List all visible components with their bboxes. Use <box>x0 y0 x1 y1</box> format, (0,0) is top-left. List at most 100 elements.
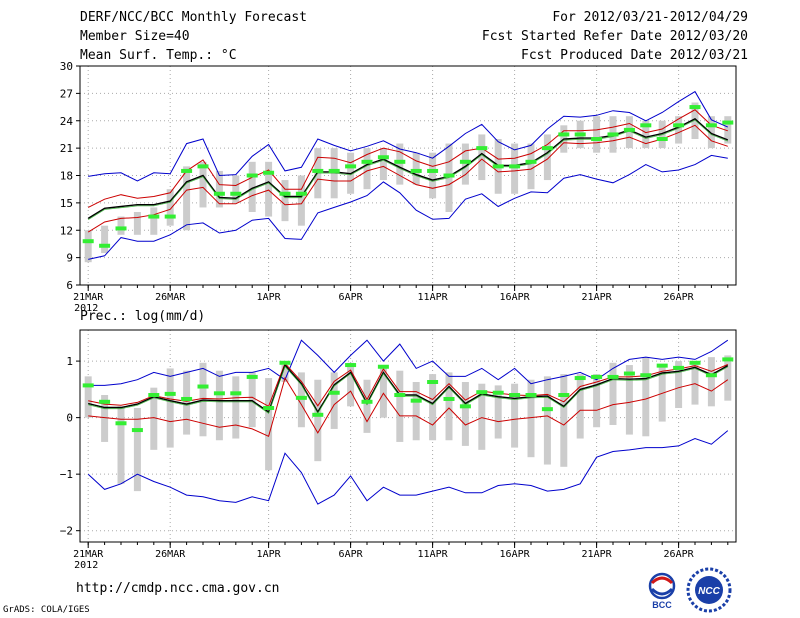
temp-ylabel-0: 6 <box>66 279 73 292</box>
prec-range-box-12 <box>265 378 273 471</box>
temp-range-box-34 <box>625 116 633 149</box>
temp-q25-line <box>87 124 728 233</box>
prec-mark-1 <box>82 383 94 388</box>
temp-xlabel-6: 21APR <box>582 292 613 303</box>
temp-panel-lines <box>87 90 729 260</box>
temp-mark-39 <box>705 123 717 128</box>
temp-ylabel-3: 15 <box>60 197 73 210</box>
temp-xlabel-5: 16APR <box>500 292 531 303</box>
temp-range-box-22 <box>429 152 437 199</box>
temp-mark-12 <box>263 170 275 175</box>
temp-mark-9 <box>213 191 225 196</box>
prec-q75-line <box>88 362 728 408</box>
temp-panel-marks <box>82 105 734 248</box>
prec-mark-9 <box>213 391 225 396</box>
grads-credit: GrADS: COLA/IGES <box>3 605 90 615</box>
temp-range-box-4 <box>133 212 141 235</box>
temp-range-box-19 <box>379 148 387 181</box>
prec-range-box-3 <box>117 406 125 484</box>
temp-mark-1 <box>82 239 94 244</box>
temp-mark-2 <box>99 243 111 248</box>
temp-panel-grid <box>80 66 736 285</box>
temp-xlabel-2: 1APR <box>257 292 282 303</box>
prec-frame <box>79 329 737 543</box>
temp-range-box-27 <box>511 143 519 194</box>
temp-range-box-2 <box>101 225 109 254</box>
prec-range-box-9 <box>215 370 223 441</box>
temp-mark-25 <box>476 146 488 151</box>
prec-max-line <box>88 339 729 386</box>
prec-range-box-6 <box>166 368 174 448</box>
prec-mark-36 <box>656 363 668 368</box>
temp-range-box-5 <box>150 207 158 235</box>
footer-url: http://cmdp.ncc.cma.gov.cn <box>76 581 280 596</box>
temp-range-box-38 <box>691 102 699 139</box>
temp-ylabel-5: 21 <box>60 142 73 155</box>
prec-range-box-20 <box>396 370 404 442</box>
temp-range-box-24 <box>461 143 469 185</box>
prec-ylabel-0: −2 <box>60 525 73 538</box>
prec-range-box-10 <box>232 376 240 439</box>
prec-mark-26 <box>492 390 504 395</box>
prec-panel-grid <box>80 330 736 542</box>
prec-xlabel-7: 26APR <box>664 549 695 560</box>
prec-xlabel-6: 21APR <box>582 549 613 560</box>
prec-mark-28 <box>525 393 537 398</box>
prec-mark-32 <box>591 374 603 379</box>
prec-ylabel-1: −1 <box>60 468 73 481</box>
prec-xlabel-5: 16APR <box>500 549 531 560</box>
temp-mark-37 <box>673 123 685 128</box>
prec-range-box-23 <box>445 372 453 441</box>
temp-mark-34 <box>623 127 635 132</box>
prec-xlabel-3: 6APR <box>339 549 364 560</box>
prec-range-box-35 <box>642 357 650 437</box>
temp-mark-16 <box>328 168 340 173</box>
prec-range-box-21 <box>412 382 420 441</box>
prec-xlabel-1: 26MAR <box>155 549 186 560</box>
temp-range-box-40 <box>724 116 732 144</box>
prec-mark-29 <box>541 407 553 412</box>
temp-mark-23 <box>443 173 455 178</box>
temp-ylabel-1: 9 <box>66 252 73 265</box>
temp-mark-11 <box>246 173 258 178</box>
prec-panel-title: Prec.: log(mm/d) <box>80 309 206 324</box>
temp-mark-28 <box>525 159 537 164</box>
temp-range-box-3 <box>117 216 125 235</box>
prec-year-label: 2012 <box>74 560 98 571</box>
temp-mark-33 <box>607 132 619 137</box>
prec-mark-22 <box>427 380 439 385</box>
temp-range-box-14 <box>297 175 305 226</box>
temp-mark-40 <box>722 120 734 125</box>
temp-mark-32 <box>591 137 603 141</box>
prec-range-box-7 <box>183 370 191 435</box>
prec-range-box-17 <box>347 362 355 407</box>
prec-mark-27 <box>509 393 521 398</box>
temp-mark-17 <box>345 164 357 169</box>
prec-range-box-13 <box>281 365 289 383</box>
temp-range-box-12 <box>265 161 273 217</box>
temp-mark-3 <box>115 226 127 231</box>
temp-ylabel-2: 12 <box>60 224 73 237</box>
bcc-logo: BCC <box>648 572 676 610</box>
temp-mark-20 <box>394 159 406 164</box>
prec-mark-8 <box>197 384 209 389</box>
temp-range-box-9 <box>215 170 223 208</box>
prec-range-box-22 <box>429 374 437 441</box>
temp-range-box-8 <box>199 161 207 208</box>
temp-mark-30 <box>558 132 570 137</box>
ncc-logo-text: NCC <box>698 586 720 597</box>
temp-range-box-18 <box>363 148 371 190</box>
prec-mark-18 <box>361 399 373 404</box>
prec-mark-21 <box>410 398 422 403</box>
temp-q75-line <box>87 109 728 208</box>
prec-range-box-27 <box>511 383 519 448</box>
temp-mark-36 <box>656 137 668 141</box>
temp-range-box-20 <box>396 143 404 185</box>
prec-range-box-4 <box>133 408 141 492</box>
header-period: For 2012/03/21-2012/04/29 <box>552 10 748 25</box>
prec-q25-line <box>88 376 729 437</box>
prec-mark-12 <box>263 406 275 411</box>
temp-mark-7 <box>181 168 193 173</box>
temp-ylabel-6: 24 <box>60 115 74 128</box>
temp-mark-13 <box>279 191 291 196</box>
